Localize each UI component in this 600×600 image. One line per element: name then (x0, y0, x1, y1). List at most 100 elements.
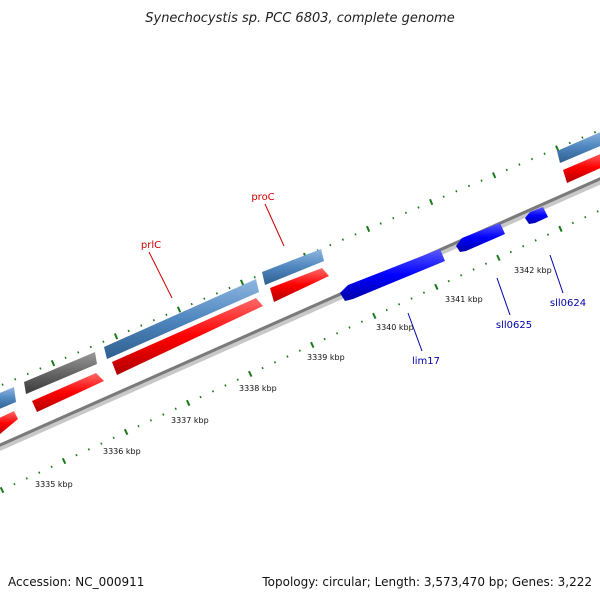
outer-tick-mark (429, 198, 434, 206)
label-leader-proC (264, 203, 285, 247)
outer-tick-mark (392, 216, 395, 220)
inner-tick-track (0, 210, 599, 494)
inner-tick-mark (112, 436, 115, 440)
inner-tick-mark (236, 378, 239, 381)
tick-label-3342: 3342 kbp (514, 266, 552, 275)
outer-tick-mark (77, 351, 80, 354)
outer-tick-mark (329, 243, 332, 247)
outer-tick-mark (467, 184, 471, 188)
label-leader-prlC (148, 251, 173, 299)
inner-tick-mark (472, 268, 475, 271)
inner-tick-mark (224, 384, 227, 387)
inner-tick-mark (199, 395, 202, 399)
inner-tick-mark (335, 332, 339, 335)
outer-tick-mark (593, 131, 597, 134)
outer-tick-mark (239, 279, 245, 286)
inner-tick-mark (61, 457, 67, 465)
inner-tick-mark (584, 215, 587, 219)
outer-tick-mark (555, 145, 560, 152)
inner-tick-mark (310, 341, 315, 349)
outer-tick-mark (379, 222, 382, 225)
inner-tick-mark (558, 225, 563, 233)
forward-cds-arrow-proC[interactable] (270, 268, 329, 302)
inner-tick-mark (174, 407, 177, 411)
label-leader-lim17 (407, 312, 423, 352)
inner-tick-mark (360, 320, 363, 323)
outer-tick-mark (127, 329, 130, 333)
outer-tick-mark (518, 163, 521, 166)
outer-tick-mark (365, 225, 371, 233)
backbone-shadow (0, 177, 600, 451)
inner-tick-mark (484, 262, 488, 265)
inner-tick-mark (211, 390, 215, 393)
forward-gene-bar[interactable] (0, 387, 16, 410)
inner-tick-mark (372, 312, 377, 320)
outer-tick-mark (39, 367, 42, 370)
reverse-cds-arrow-lim17[interactable] (340, 249, 445, 301)
summary-text: Topology: circular; Length: 3,573,470 bp… (261, 575, 592, 589)
other-feature-bar[interactable] (24, 352, 97, 394)
accession-text: Accession: NC_000911 (8, 575, 144, 589)
outer-tick-mark (176, 306, 182, 313)
tick-label-3336: 3336 kbp (103, 447, 141, 456)
feature-track (0, 130, 600, 436)
inner-tick-mark (162, 413, 165, 416)
forward-cds-arrow-prlC[interactable] (112, 298, 263, 375)
tick-label-3337: 3337 kbp (171, 416, 209, 425)
inner-tick-mark (522, 245, 525, 248)
forward-gene-track (0, 130, 600, 410)
label-leader-sll0625 (496, 277, 511, 316)
outer-tick-mark (442, 195, 445, 198)
inner-tick-mark (75, 453, 78, 457)
inner-tick-mark (123, 428, 129, 436)
forward-gene-bar-prlC[interactable] (104, 279, 259, 359)
inner-tick-mark (385, 308, 388, 312)
outer-tick-mark (215, 292, 218, 295)
inner-tick-mark (25, 477, 28, 480)
outer-tick-mark (581, 136, 584, 139)
forward-cds-arrow[interactable] (32, 373, 104, 412)
inner-tick-mark (38, 471, 41, 474)
forward-gene-bar-proC[interactable] (262, 249, 324, 285)
inner-tick-mark (273, 361, 277, 364)
inner-tick-mark (286, 355, 289, 358)
inner-tick-mark (247, 370, 253, 378)
outer-tick-mark (530, 157, 534, 161)
gene-label-sll0624[interactable]: sll0624 (550, 298, 586, 309)
backbone-line (0, 177, 600, 447)
inner-tick-mark (137, 424, 140, 428)
inner-tick-mark (422, 291, 426, 294)
forward-cds-arrow[interactable] (0, 411, 18, 436)
inner-tick-mark (546, 233, 550, 236)
inner-tick-mark (434, 283, 439, 291)
gene-label-lim17[interactable]: lim17 (412, 356, 440, 367)
outer-tick-mark (50, 360, 56, 367)
inner-tick-mark (410, 297, 413, 300)
outer-tick-mark (152, 319, 155, 322)
gene-label-prlC[interactable]: prlC (141, 240, 161, 251)
forward-cds-track (0, 152, 600, 436)
inner-tick-mark (13, 482, 16, 486)
inner-tick-mark (149, 419, 152, 422)
reverse-cds-arrow-sll0625[interactable] (456, 223, 505, 252)
outer-tick-mark (14, 378, 17, 381)
tick-label-3339: 3339 kbp (307, 353, 345, 362)
outer-tick-mark (455, 190, 458, 193)
outer-tick-mark (404, 211, 407, 215)
outer-tick-mark (102, 340, 105, 343)
gene-label-proC[interactable]: proC (251, 192, 274, 203)
inner-tick-mark (323, 337, 326, 341)
reverse-cds-arrow-sll0624[interactable] (525, 207, 548, 224)
outer-tick-mark (417, 206, 420, 209)
gene-label-sll0625[interactable]: sll0625 (496, 320, 532, 331)
forward-cds-arrow[interactable] (563, 152, 600, 183)
outer-tick-mark (253, 276, 256, 279)
inner-tick-mark (509, 250, 512, 254)
outer-tick-mark (505, 168, 508, 172)
outer-tick-mark (568, 141, 571, 145)
outer-tick-mark (480, 179, 483, 182)
outer-tick-mark (190, 302, 193, 306)
forward-gene-bar[interactable] (557, 130, 600, 163)
